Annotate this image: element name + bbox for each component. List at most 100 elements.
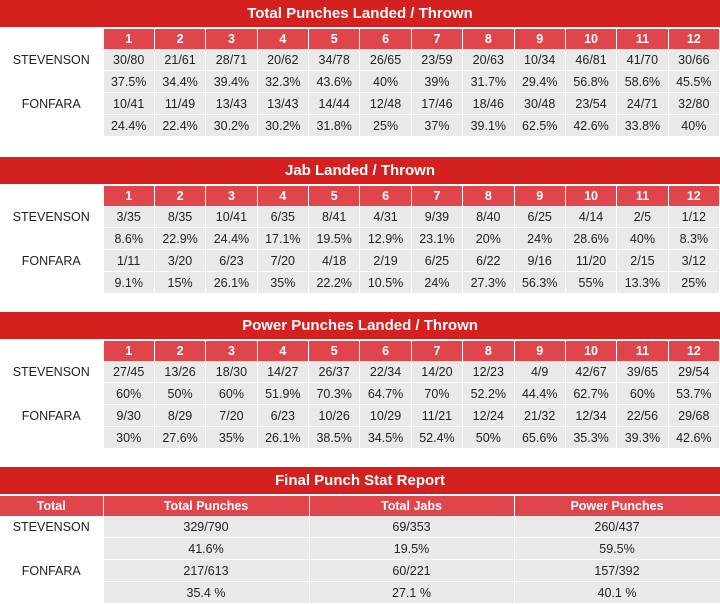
fighter-pct-row: 8.6% 22.9% 24.4% 17.1% 19.5% 12.9% 23.1%…	[0, 227, 720, 250]
count-cell: 21/32	[514, 404, 566, 427]
total-punches-table: 1 2 3 4 5 6 7 8 9 10 11 12 STEVENSON 30/…	[0, 29, 720, 137]
count-cell: 30/66	[668, 49, 720, 71]
count-cell: 14/20	[411, 361, 464, 383]
final-report-table: Total Total Punches Total Jabs Power Pun…	[0, 496, 720, 604]
count-cell: 29/68	[668, 404, 720, 427]
round-header: 7	[411, 29, 464, 49]
fighter-name: FONFARA	[0, 404, 104, 427]
fighter-count-row: FONFARA 9/30 8/29 7/20 6/23 10/26 10/29 …	[0, 404, 720, 427]
pct-cell: 53.7%	[668, 382, 720, 405]
count-cell: 18/46	[462, 92, 515, 115]
count-cell: 39/65	[616, 361, 669, 383]
pct-cell: 29.4%	[514, 70, 566, 93]
count-cell: 1/11	[103, 249, 155, 272]
count-cell: 23/54	[565, 92, 618, 115]
pct-cell: 41.6%	[103, 537, 310, 560]
count-cell: 8/40	[462, 206, 515, 228]
count-cell: 11/21	[411, 404, 464, 427]
count-cell: 27/45	[103, 361, 155, 383]
round-header: 1	[103, 341, 155, 361]
pct-cell: 31.7%	[462, 70, 515, 93]
pct-cell: 39.1%	[462, 114, 515, 137]
pct-cell: 40.1 %	[514, 581, 720, 604]
round-header: 11	[616, 29, 669, 49]
pct-cell: 51.9%	[257, 382, 310, 405]
pct-cell: 35.4 %	[103, 581, 310, 604]
name-spacer	[0, 271, 104, 294]
pct-cell: 37.5%	[103, 70, 155, 93]
count-cell: 46/81	[565, 49, 618, 71]
fighter-name: FONFARA	[0, 249, 104, 272]
round-header: 5	[308, 186, 361, 206]
pct-cell: 24%	[411, 271, 464, 294]
fighter-name: FONFARA	[0, 559, 104, 582]
pct-cell: 50%	[462, 426, 515, 449]
count-cell: 26/65	[359, 49, 412, 71]
pct-cell: 26.1%	[257, 426, 310, 449]
fighter-name: FONFARA	[0, 92, 104, 115]
pct-cell: 24.4%	[205, 227, 258, 250]
count-cell: 14/44	[308, 92, 361, 115]
count-cell: 24/71	[616, 92, 669, 115]
pct-cell: 30%	[103, 426, 155, 449]
name-spacer	[0, 382, 104, 405]
count-cell: 69/353	[309, 516, 515, 538]
pct-cell: 17.1%	[257, 227, 310, 250]
fighter-name: STEVENSON	[0, 49, 104, 71]
round-header: 8	[462, 341, 515, 361]
count-cell: 12/34	[565, 404, 618, 427]
pct-cell: 39.3%	[616, 426, 669, 449]
name-spacer	[0, 581, 104, 604]
count-cell: 260/437	[514, 516, 720, 538]
count-cell: 10/29	[359, 404, 412, 427]
count-cell: 3/12	[668, 249, 720, 272]
round-header: 3	[205, 186, 258, 206]
pct-cell: 24%	[514, 227, 566, 250]
count-cell: 28/71	[205, 49, 258, 71]
power-punches-table: 1 2 3 4 5 6 7 8 9 10 11 12 STEVENSON 27/…	[0, 341, 720, 449]
round-header: 4	[257, 341, 310, 361]
pct-cell: 8.6%	[103, 227, 155, 250]
fighter-count-row: FONFARA 217/613 60/221 157/392	[0, 559, 720, 582]
round-header: 9	[514, 341, 566, 361]
round-header: 2	[154, 341, 207, 361]
pct-cell: 42.6%	[565, 114, 618, 137]
count-cell: 30/80	[103, 49, 155, 71]
count-cell: 6/25	[514, 206, 566, 228]
count-cell: 10/41	[205, 206, 258, 228]
round-header: 10	[565, 29, 618, 49]
count-cell: 29/54	[668, 361, 720, 383]
count-cell: 41/70	[616, 49, 669, 71]
pct-cell: 19.5%	[309, 537, 515, 560]
pct-cell: 32.3%	[257, 70, 310, 93]
pct-cell: 52.2%	[462, 382, 515, 405]
pct-cell: 26.1%	[205, 271, 258, 294]
pct-cell: 39.4%	[205, 70, 258, 93]
pct-cell: 44.4%	[514, 382, 566, 405]
pct-cell: 15%	[154, 271, 207, 294]
pct-cell: 38.5%	[308, 426, 361, 449]
count-cell: 329/790	[103, 516, 310, 538]
count-cell: 30/48	[514, 92, 566, 115]
pct-cell: 19.5%	[308, 227, 361, 250]
column-header: Power Punches	[514, 496, 720, 516]
count-cell: 18/30	[205, 361, 258, 383]
total-punches-section: Total Punches Landed / Thrown 1 2 3 4 5 …	[0, 0, 720, 137]
count-cell: 1/12	[668, 206, 720, 228]
fighter-count-row: STEVENSON 329/790 69/353 260/437	[0, 516, 720, 538]
power-punches-section: Power Punches Landed / Thrown 1 2 3 4 5 …	[0, 312, 720, 449]
corner-cell	[0, 29, 104, 49]
round-header: 4	[257, 29, 310, 49]
pct-cell: 45.5%	[668, 70, 720, 93]
count-cell: 2/15	[616, 249, 669, 272]
count-cell: 22/56	[616, 404, 669, 427]
fighter-count-row: FONFARA 10/41 11/49 13/43 13/43 14/44 12…	[0, 92, 720, 115]
name-spacer	[0, 537, 104, 560]
pct-cell: 28.6%	[565, 227, 618, 250]
fighter-name: STEVENSON	[0, 516, 104, 538]
pct-cell: 30.2%	[205, 114, 258, 137]
pct-cell: 30.2%	[257, 114, 310, 137]
fighter-count-row: STEVENSON 30/80 21/61 28/71 20/62 34/78 …	[0, 49, 720, 71]
count-cell: 3/35	[103, 206, 155, 228]
pct-cell: 50%	[154, 382, 207, 405]
